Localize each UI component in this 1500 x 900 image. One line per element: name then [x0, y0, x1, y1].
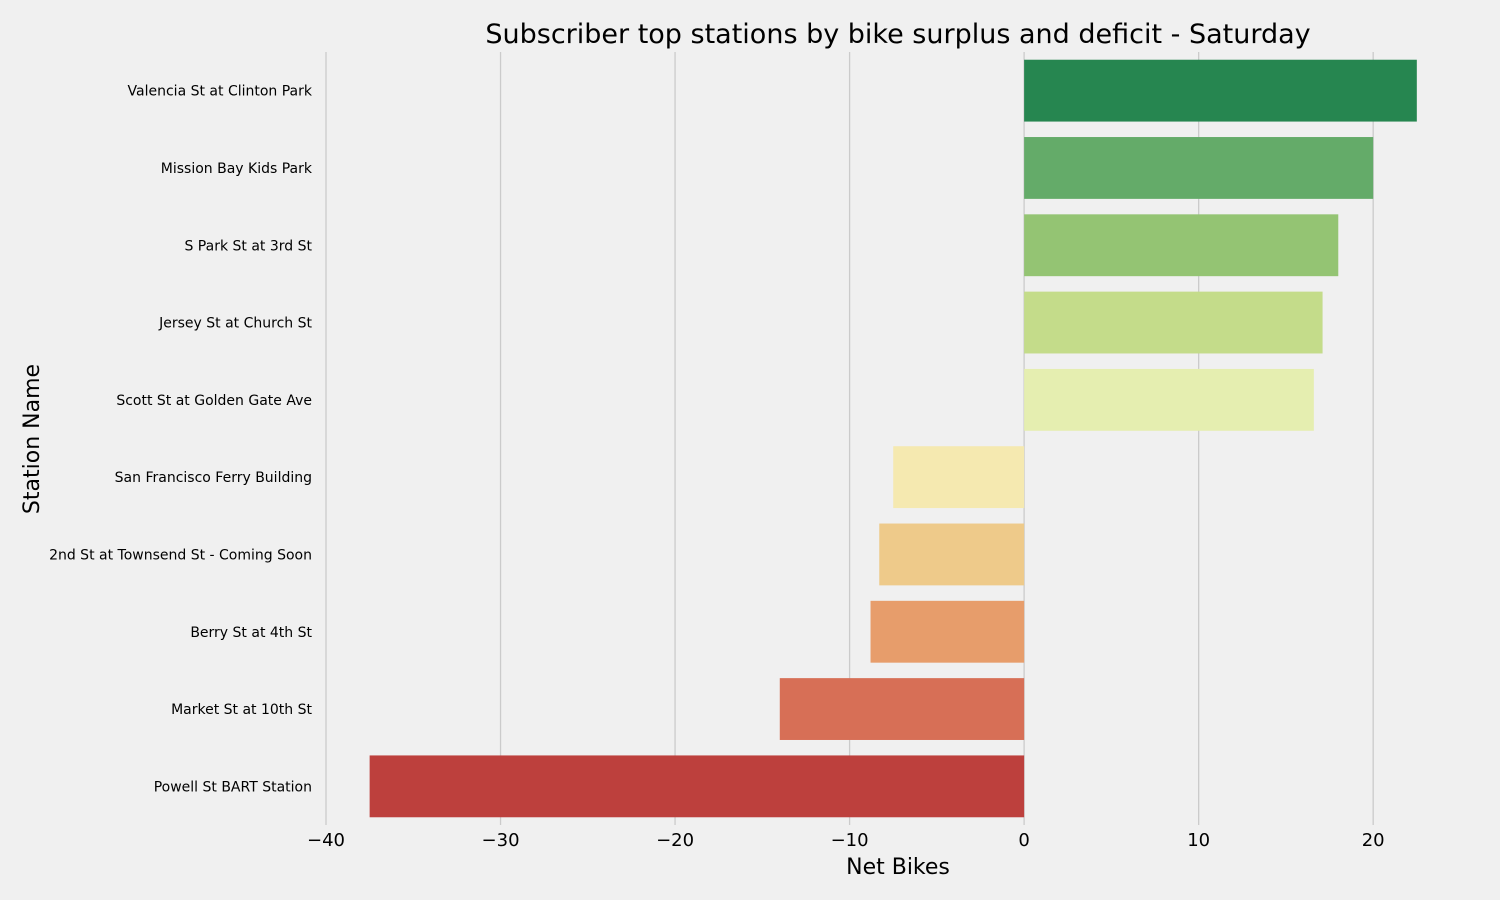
bar: [1024, 214, 1339, 277]
y-tick-label: Powell St BART Station: [154, 779, 312, 795]
x-tick-label: −10: [831, 830, 869, 851]
y-axis-label: Station Name: [20, 364, 45, 514]
y-tick-label: 2nd St at Townsend St - Coming Soon: [49, 547, 312, 563]
x-tick-label: −40: [307, 830, 345, 851]
y-tick-label: San Francisco Ferry Building: [115, 470, 312, 486]
x-axis-ticks: −40 −30 −20 −10 0 10 20: [307, 830, 1385, 851]
y-tick-label: Scott St at Golden Gate Ave: [116, 393, 312, 409]
bar: [1024, 368, 1314, 431]
bar: [1024, 137, 1374, 199]
y-tick-label: Mission Bay Kids Park: [161, 161, 313, 177]
y-tick-label: Berry St at 4th St: [190, 625, 312, 641]
y-axis-ticks: Valencia St at Clinton Park Mission Bay K…: [49, 84, 313, 796]
x-tick-label: −30: [482, 830, 520, 851]
y-tick-label: Valencia St at Clinton Park: [128, 84, 313, 100]
bars: [369, 59, 1417, 818]
bar: [1024, 59, 1417, 122]
bar: [369, 755, 1025, 818]
bar: [893, 446, 1025, 509]
bar: [1024, 291, 1323, 354]
bar: [879, 523, 1025, 586]
y-tick-label: S Park St at 3rd St: [184, 238, 312, 254]
chart-title: Subscriber top stations by bike surplus …: [485, 19, 1310, 50]
x-tick-label: 0: [1018, 830, 1029, 851]
bar: [779, 678, 1025, 740]
y-tick-label: Jersey St at Church St: [158, 316, 312, 332]
x-tick-label: −20: [656, 830, 694, 851]
x-tick-label: 10: [1187, 830, 1210, 851]
x-tick-label: 20: [1362, 830, 1385, 851]
bar: [870, 600, 1025, 663]
x-axis-label: Net Bikes: [846, 855, 950, 880]
y-tick-label: Market St at 10th St: [171, 702, 312, 718]
